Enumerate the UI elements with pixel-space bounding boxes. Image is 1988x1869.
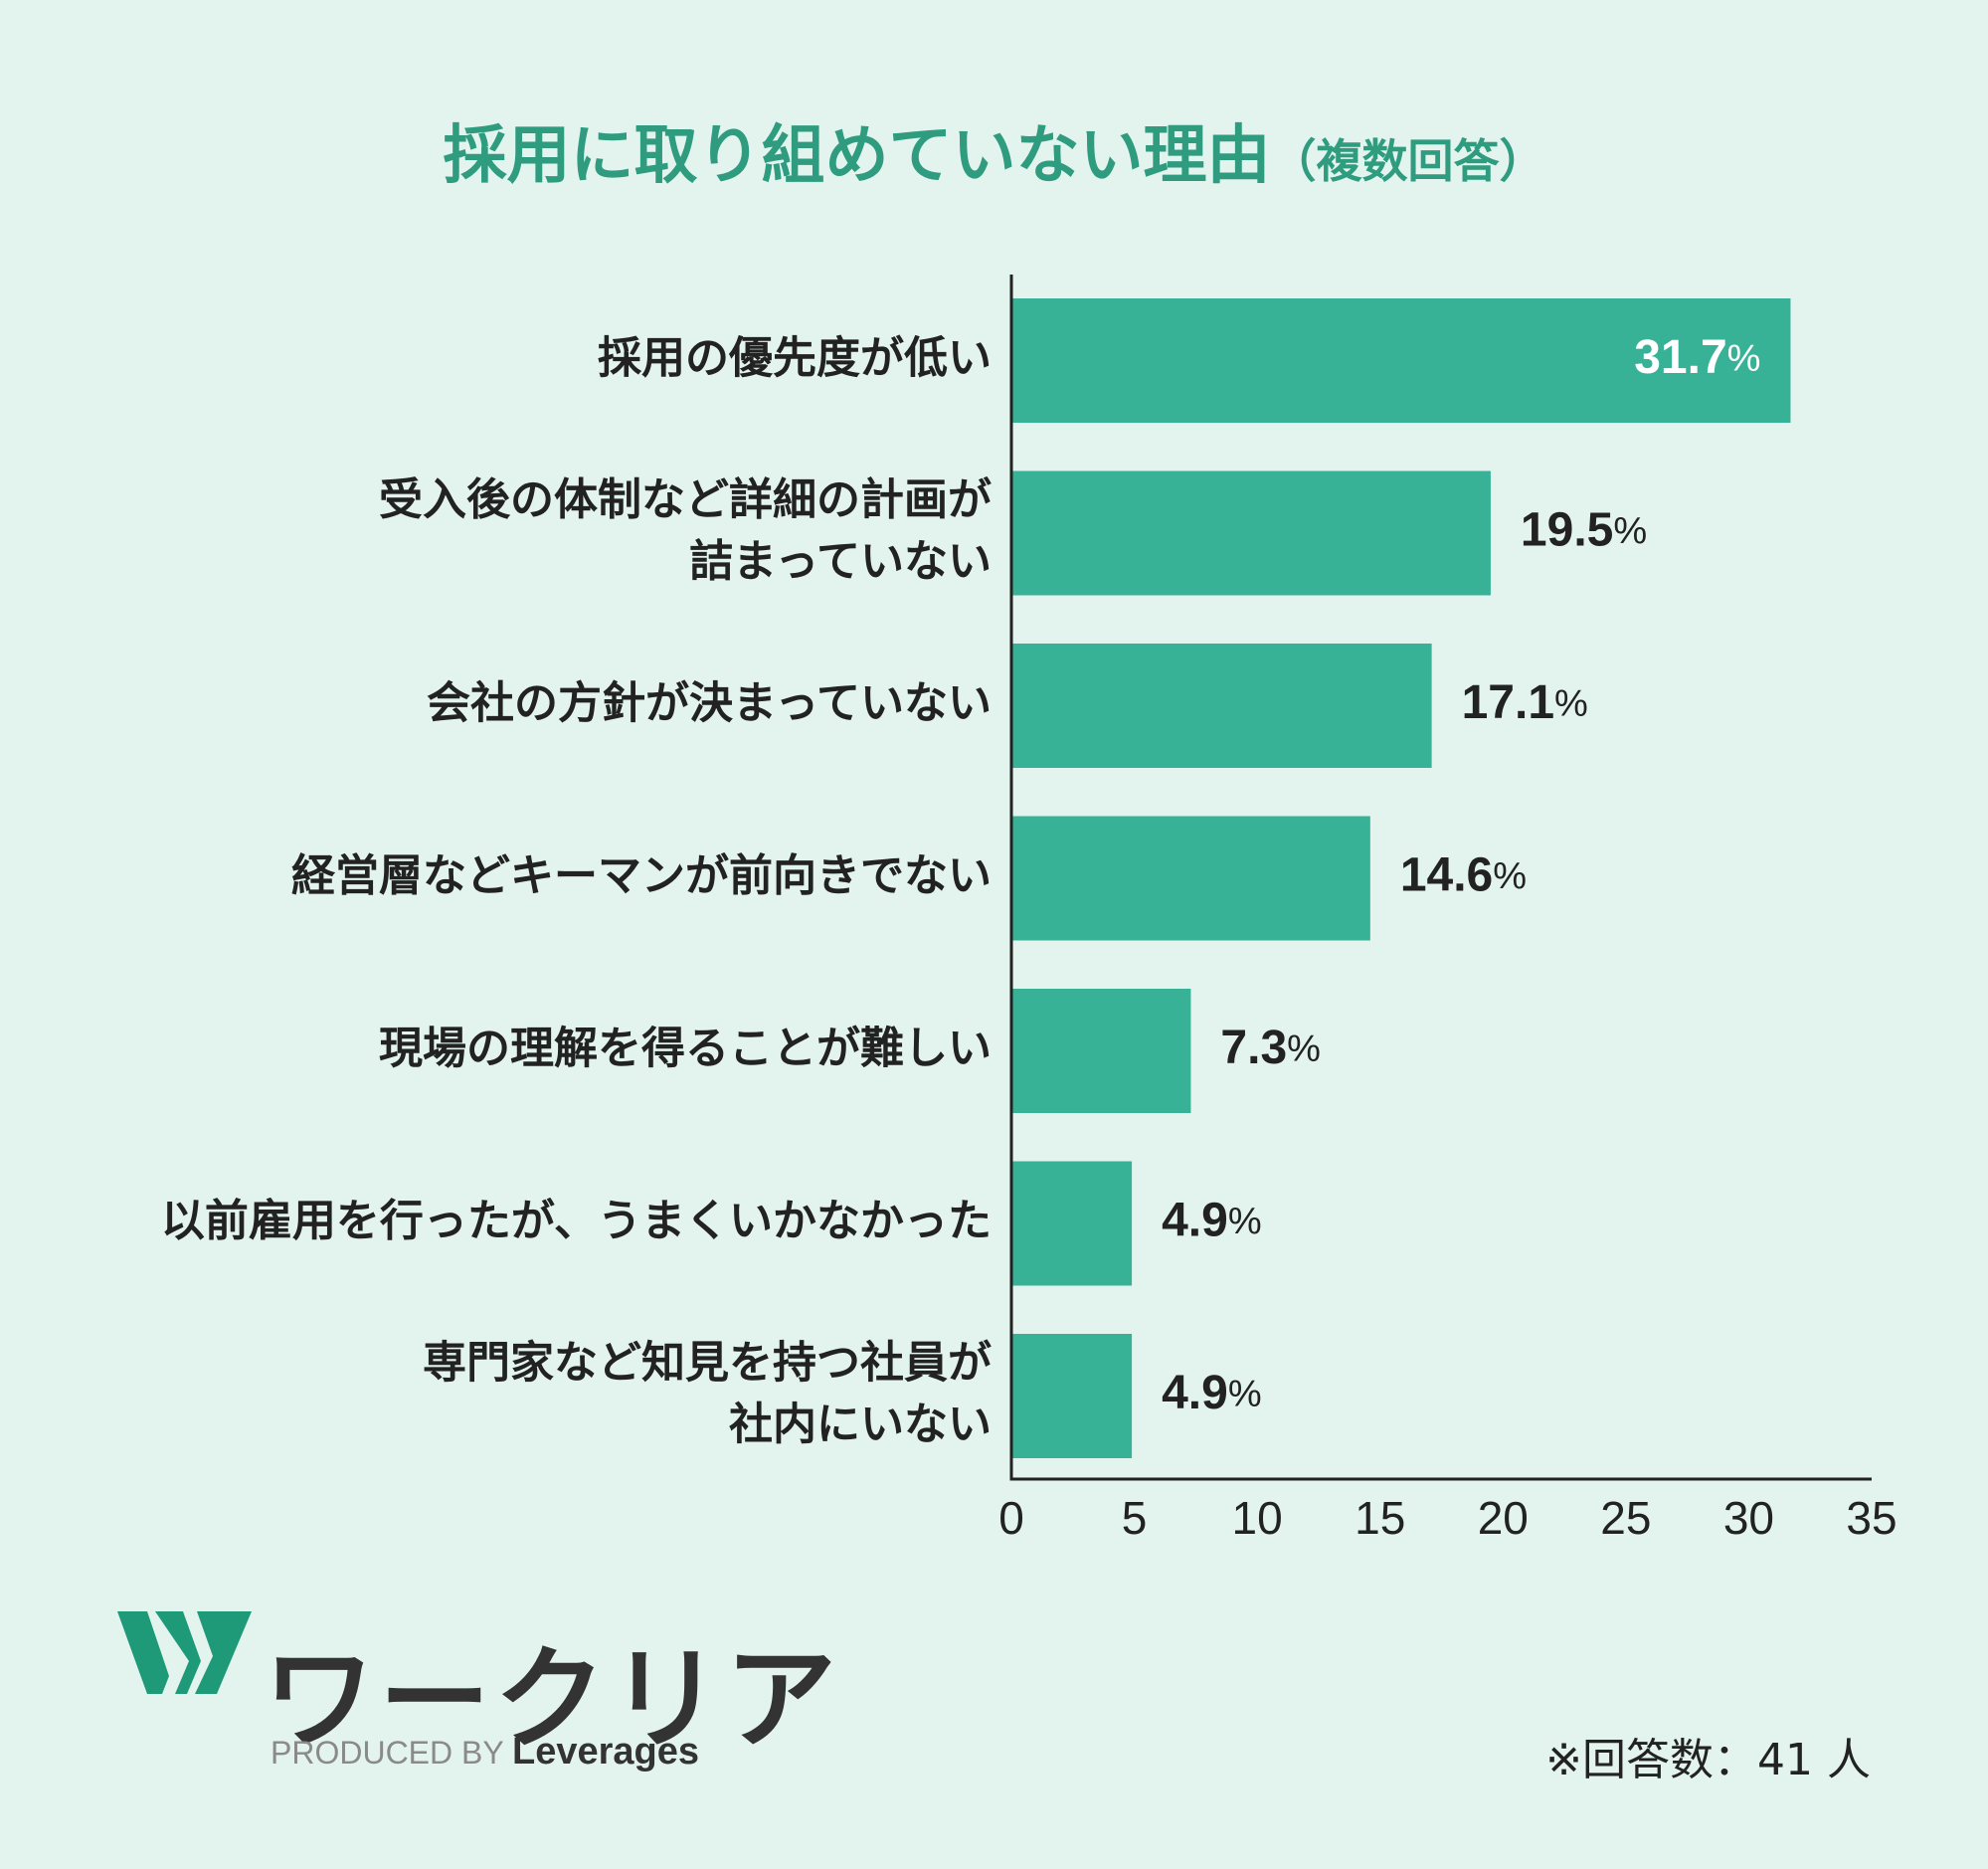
- category-label-2-line-2: 詰まっていない: [689, 536, 992, 587]
- category-label-6: 以前雇用を行ったが、うまくいかなかった: [161, 1196, 992, 1246]
- value-label-1: 31.7%: [1634, 331, 1760, 384]
- x-tick-label-0: 0: [998, 1492, 1024, 1544]
- value-unit-4: %: [1493, 855, 1527, 897]
- value-label-7: 4.9%: [1162, 1367, 1262, 1419]
- bar-3: [1011, 644, 1432, 768]
- chart-title-main: 採用に取り組めていない理由: [443, 119, 1271, 193]
- chart-title-sub: （複数回答）: [1270, 134, 1545, 188]
- value-unit-5: %: [1287, 1028, 1321, 1070]
- x-tick-label-35: 35: [1846, 1492, 1897, 1544]
- value-unit-1: %: [1727, 338, 1761, 380]
- chart-title: 採用に取り組めていない理由（複数回答）: [0, 104, 1988, 196]
- bar-6: [1011, 1161, 1133, 1286]
- category-label-3: 会社の方針が決まっていない: [427, 678, 992, 729]
- logo-text: ワークリア: [264, 1635, 840, 1765]
- category-label-4: 経営層などキーマンが前向きでない: [291, 850, 992, 901]
- x-tick-label-20: 20: [1478, 1492, 1529, 1544]
- category-label-7-line-1: 専門家など知見を持つ社員が: [423, 1338, 992, 1389]
- x-tick-label-10: 10: [1232, 1492, 1283, 1544]
- produced-by: PRODUCED BY Leverages: [271, 1731, 699, 1774]
- value-unit-3: %: [1554, 683, 1588, 725]
- respondent-count: ※回答数：41 人: [1545, 1735, 1871, 1785]
- worklear-logo-icon: [117, 1611, 252, 1694]
- produced-by-label: PRODUCED BY: [271, 1735, 504, 1771]
- value-unit-2: %: [1613, 510, 1647, 552]
- x-tick-label-30: 30: [1723, 1492, 1774, 1544]
- value-unit-6: %: [1228, 1201, 1262, 1242]
- category-label-7-line-2: 社内にいない: [729, 1400, 992, 1450]
- value-unit-7: %: [1228, 1374, 1262, 1415]
- value-label-4: 14.6%: [1400, 849, 1527, 902]
- category-label-2-line-1: 受入後の体制など詳細の計画が: [379, 474, 992, 525]
- value-label-3: 17.1%: [1462, 676, 1588, 729]
- x-tick-label-25: 25: [1600, 1492, 1651, 1544]
- bar-1: [1011, 298, 1791, 423]
- category-label-1: 採用の優先度が低い: [598, 333, 992, 384]
- bar-5: [1011, 989, 1191, 1113]
- brand-name: Leverages: [512, 1731, 700, 1773]
- category-label-5: 現場の理解を得ることが難しい: [379, 1024, 992, 1074]
- value-label-2: 19.5%: [1521, 504, 1647, 557]
- bar-2: [1011, 470, 1491, 596]
- value-label-6: 4.9%: [1162, 1195, 1262, 1247]
- x-tick-label-5: 5: [1122, 1492, 1148, 1544]
- bar-7: [1011, 1334, 1133, 1458]
- x-tick-label-15: 15: [1355, 1492, 1405, 1544]
- value-label-5: 7.3%: [1220, 1022, 1321, 1074]
- bar-4: [1011, 816, 1370, 941]
